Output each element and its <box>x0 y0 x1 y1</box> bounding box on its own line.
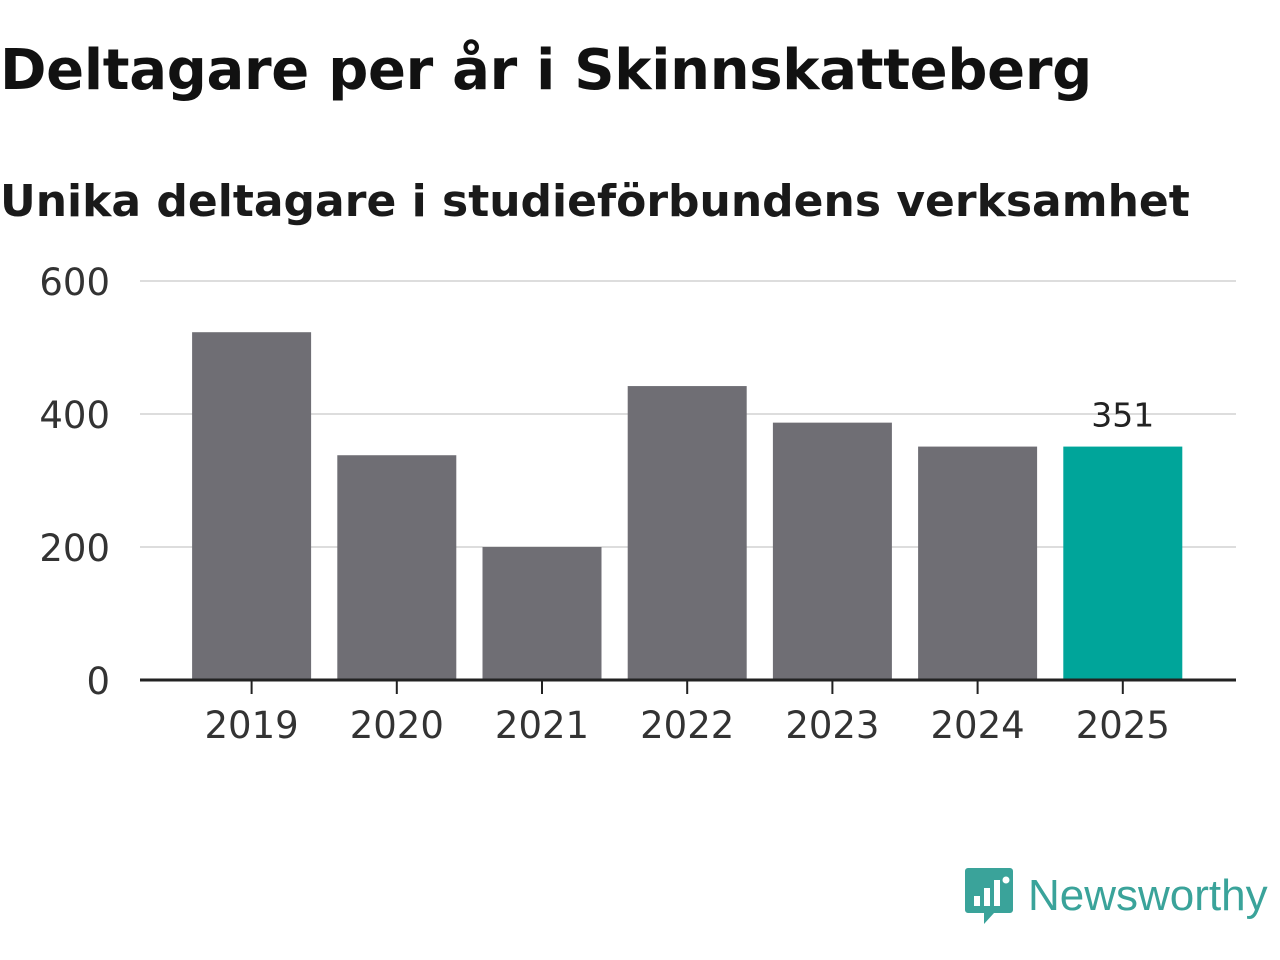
y-tick-label-600: 600 <box>39 261 110 304</box>
bar-2024 <box>918 446 1038 680</box>
data-label-2025: 351 <box>1091 396 1154 435</box>
chart-title: Deltagare per år i Skinnskatteberg <box>0 38 1092 103</box>
x-axis-ticks: 2019 2020 2021 2022 2023 2024 2025 <box>205 680 1170 747</box>
bar-2023 <box>772 422 892 680</box>
x-tick-label-2022: 2022 <box>640 704 734 747</box>
x-tick-label-2024: 2024 <box>931 704 1025 747</box>
y-tick-label-200: 200 <box>39 527 110 570</box>
x-tick-label-2019: 2019 <box>205 704 299 747</box>
y-tick-label-400: 400 <box>39 394 110 437</box>
brand-name: Newsworthy <box>1028 871 1268 920</box>
chart-subtitle: Unika deltagare i studieförbundens verks… <box>0 176 1190 227</box>
x-tick-label-2025: 2025 <box>1076 704 1170 747</box>
y-axis-ticks: 0 200 400 600 <box>39 261 110 703</box>
x-tick-label-2023: 2023 <box>785 704 879 747</box>
bar-2020 <box>337 455 457 680</box>
bars <box>192 332 1183 680</box>
bar-2022 <box>627 386 747 680</box>
newsworthy-logo-icon <box>965 868 1013 924</box>
bar-2019 <box>192 332 312 680</box>
data-labels: 351 <box>1091 396 1154 435</box>
y-tick-label-0: 0 <box>86 660 110 703</box>
bar-2025 <box>1063 446 1183 680</box>
x-tick-label-2020: 2020 <box>350 704 444 747</box>
x-tick-label-2021: 2021 <box>495 704 589 747</box>
brand-logo: Newsworthy <box>964 866 1268 926</box>
bar-2021 <box>482 547 602 680</box>
